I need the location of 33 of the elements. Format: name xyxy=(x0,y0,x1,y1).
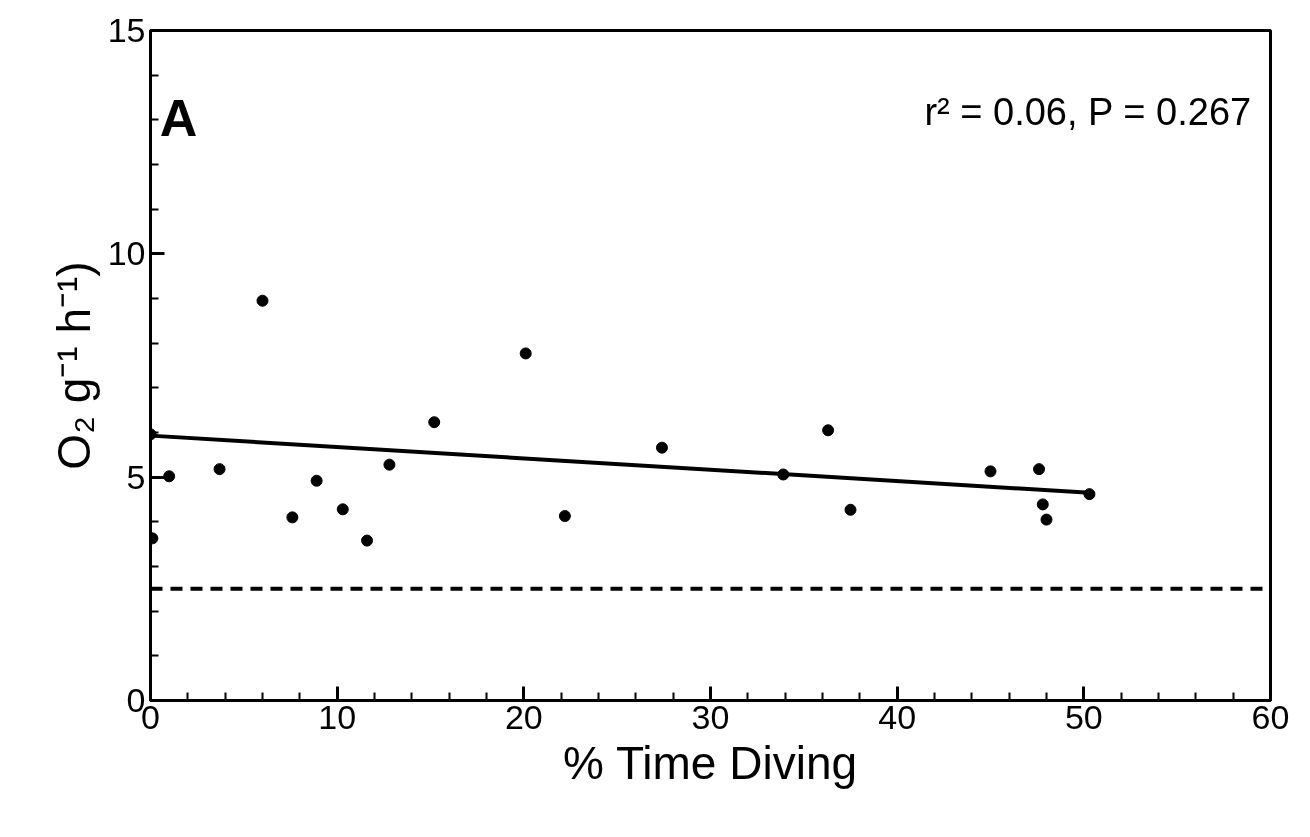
x-tick-label: 10 xyxy=(318,697,357,736)
point xyxy=(336,503,349,516)
point xyxy=(163,470,176,483)
point xyxy=(777,468,790,481)
x-tick-label: 20 xyxy=(504,697,543,736)
point xyxy=(1083,488,1096,501)
point xyxy=(1036,498,1049,511)
point xyxy=(213,463,226,476)
point xyxy=(655,441,668,454)
point xyxy=(428,416,441,429)
y-tick-label: 10 xyxy=(107,234,146,273)
point xyxy=(310,474,323,487)
y-tick-label: 5 xyxy=(126,457,146,496)
annotation: A xyxy=(159,88,198,147)
x-axis-title: % Time Diving xyxy=(563,736,858,789)
point xyxy=(1033,463,1046,476)
point xyxy=(361,534,374,547)
annotation: r² = 0.06, P = 0.267 xyxy=(924,91,1252,134)
point xyxy=(256,294,269,307)
point xyxy=(822,424,835,437)
x-tick-label: 30 xyxy=(691,697,730,736)
point xyxy=(383,458,396,471)
point xyxy=(558,510,571,523)
point xyxy=(984,465,997,478)
y-axis-title: O₂ g⁻¹ h⁻¹) xyxy=(47,261,100,470)
y-tick-label: 15 xyxy=(107,11,146,49)
x-tick-label: 40 xyxy=(878,697,917,736)
point xyxy=(844,503,857,516)
x-tick-label: 60 xyxy=(1251,697,1290,736)
point xyxy=(519,347,532,360)
point xyxy=(1040,513,1053,526)
point xyxy=(286,511,299,524)
x-tick-label: 50 xyxy=(1064,697,1103,736)
